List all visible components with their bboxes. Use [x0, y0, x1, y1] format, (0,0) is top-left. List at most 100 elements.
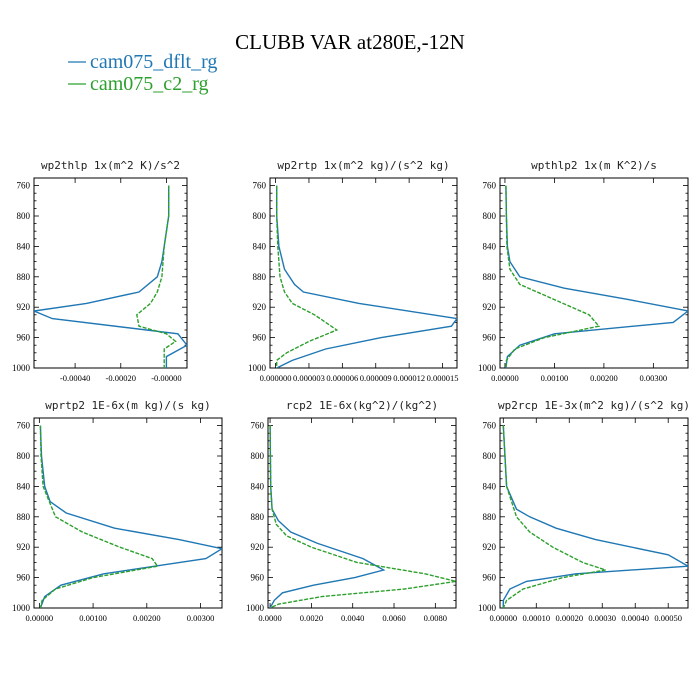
panel-6: wp2rcp 1E-3x(m^2 kg)/(s^2 kg)760 800 840 88…	[478, 399, 690, 623]
y-tick-label: 840	[253, 241, 267, 251]
series-line-cam075_c2_rg	[502, 425, 606, 608]
y-tick-label: 800	[251, 451, 265, 461]
y-tick-label: 880	[483, 272, 497, 282]
x-tick-label: 0.00030	[588, 613, 616, 623]
y-tick-label: 760	[17, 181, 31, 191]
plot-frame	[499, 177, 689, 369]
y-tick-label: 960	[483, 333, 497, 343]
y-tick-label: 760	[253, 181, 267, 191]
y-tick-label: 1000	[12, 603, 31, 613]
x-tick-label: 0.00000	[26, 613, 54, 623]
y-tick-label: 920	[17, 302, 31, 312]
y-tick-label: 840	[483, 481, 497, 491]
y-tick-label: 960	[483, 573, 497, 583]
x-tick-label: 0.00200	[590, 373, 618, 383]
y-tick-label: 1000	[246, 603, 265, 613]
x-tick-label: 0.00200	[133, 613, 161, 623]
panel-title: wprtp2 1E-6x(m kg)/(s kg)	[45, 399, 211, 412]
series-line-cam075_dflt_rg	[34, 185, 187, 368]
x-tick-label: -0.00000	[151, 373, 181, 383]
y-tick-label: 960	[251, 573, 265, 583]
x-tick-label: 0.00300	[640, 373, 668, 383]
x-tick-label: 0.000006	[326, 373, 358, 383]
y-tick-label: 800	[17, 211, 31, 221]
y-tick-label: 1000	[478, 603, 497, 613]
legend: cam075_dflt_rg cam075_c2_rg	[68, 51, 217, 95]
figure-title: CLUBB VAR at280E,-12N	[235, 30, 465, 54]
y-tick-label: 1000	[12, 363, 31, 373]
y-tick-label: 920	[483, 542, 497, 552]
panel-title: wp2rcp 1E-3x(m^2 kg)/(s^2 kg)	[498, 399, 690, 412]
y-tick-label: 840	[483, 241, 497, 251]
legend-label-dflt: cam075_dflt_rg	[90, 51, 217, 73]
y-tick-label: 760	[251, 421, 265, 431]
series-line-cam075_dflt_rg	[505, 185, 688, 368]
y-tick-label: 880	[251, 512, 265, 522]
x-tick-label: 0.00300	[187, 613, 215, 623]
x-tick-label: 0.00010	[522, 613, 550, 623]
y-tick-label: 880	[17, 272, 31, 282]
y-tick-label: 760	[17, 421, 31, 431]
series-line-cam075_dflt_rg	[269, 425, 386, 608]
x-tick-label: 0.0000	[258, 613, 281, 623]
y-tick-label: 840	[17, 241, 31, 251]
y-tick-label: 840	[251, 481, 265, 491]
y-tick-label: 800	[253, 211, 267, 221]
x-tick-label: 0.0020	[300, 613, 323, 623]
legend-label-c2: cam075_c2_rg	[90, 73, 209, 95]
y-tick-label: 920	[253, 302, 267, 312]
x-tick-label: 0.00100	[541, 373, 569, 383]
y-tick-label: 920	[17, 542, 31, 552]
plot-frame	[269, 177, 458, 369]
x-tick-label: 0.00100	[79, 613, 107, 623]
y-tick-label: 760	[483, 421, 497, 431]
panel-title: wpthlp2 1x(m K^2)/s	[531, 159, 657, 172]
x-tick-label: 0.0080	[424, 613, 447, 623]
y-tick-label: 960	[253, 333, 267, 343]
series-line-cam075_dflt_rg	[502, 425, 688, 608]
x-tick-label: 0.00020	[555, 613, 583, 623]
panel-1: wp2thlp 1x(m^2 K)/s^2 760 800 840 880 920 960 1…	[12, 159, 188, 383]
y-tick-label: 880	[483, 512, 497, 522]
series-line-cam075_c2_rg	[136, 185, 177, 368]
x-tick-label: 0.000015	[427, 373, 459, 383]
y-tick-label: 920	[251, 542, 265, 552]
x-tick-label: 0.00000	[489, 613, 517, 623]
x-tick-label: 0.000012	[393, 373, 425, 383]
y-tick-label: 800	[483, 211, 497, 221]
series-line-cam075_dflt_rg	[39, 425, 222, 608]
x-tick-label: 0.0040	[341, 613, 364, 623]
plot-frame	[499, 417, 689, 609]
plot-frame	[267, 417, 457, 609]
y-tick-label: 760	[483, 181, 497, 191]
y-tick-label: 880	[17, 512, 31, 522]
y-tick-label: 960	[17, 573, 31, 583]
panel-5: rcp2 1E-6x(kg^2)/(kg^2) 760 800 840 880 920 96…	[246, 399, 457, 623]
y-tick-label: 800	[483, 451, 497, 461]
panel-4: wprtp2 1E-6x(m kg)/(s kg) 760 800 840 880 920…	[12, 399, 223, 623]
plot-frame	[33, 177, 188, 369]
y-tick-label: 800	[17, 451, 31, 461]
panel-title: wp2rtp 1x(m^2 kg)/(s^2 kg)	[277, 159, 449, 172]
plot-frame	[33, 417, 223, 609]
y-tick-label: 960	[17, 333, 31, 343]
series-line-cam075_dflt_rg	[276, 185, 457, 368]
series-line-cam075_c2_rg	[276, 185, 339, 368]
x-tick-label: 0.00000	[491, 373, 519, 383]
panel-title: rcp2 1E-6x(kg^2)/(kg^2)	[286, 399, 438, 412]
x-tick-label: 0.00040	[621, 613, 649, 623]
panel-3: wpthlp2 1x(m K^2)/s 760 800 840 880 920 960 100…	[478, 159, 689, 383]
y-tick-label: 1000	[478, 363, 497, 373]
series-line-cam075_c2_rg	[269, 425, 456, 608]
x-tick-label: 0.000000	[260, 373, 292, 383]
y-tick-label: 880	[253, 272, 267, 282]
x-tick-label: 0.000003	[293, 373, 325, 383]
x-tick-label: 0.0060	[382, 613, 405, 623]
x-tick-label: 0.000009	[360, 373, 392, 383]
y-tick-label: 920	[483, 302, 497, 312]
panel-2: wp2rtp 1x(m^2 kg)/(s^2 kg) 760 800 840 880 92…	[248, 159, 458, 383]
panel-title: wp2thlp 1x(m^2 K)/s^2	[41, 159, 180, 172]
y-tick-label: 1000	[248, 363, 267, 373]
x-tick-label: -0.00020	[106, 373, 136, 383]
